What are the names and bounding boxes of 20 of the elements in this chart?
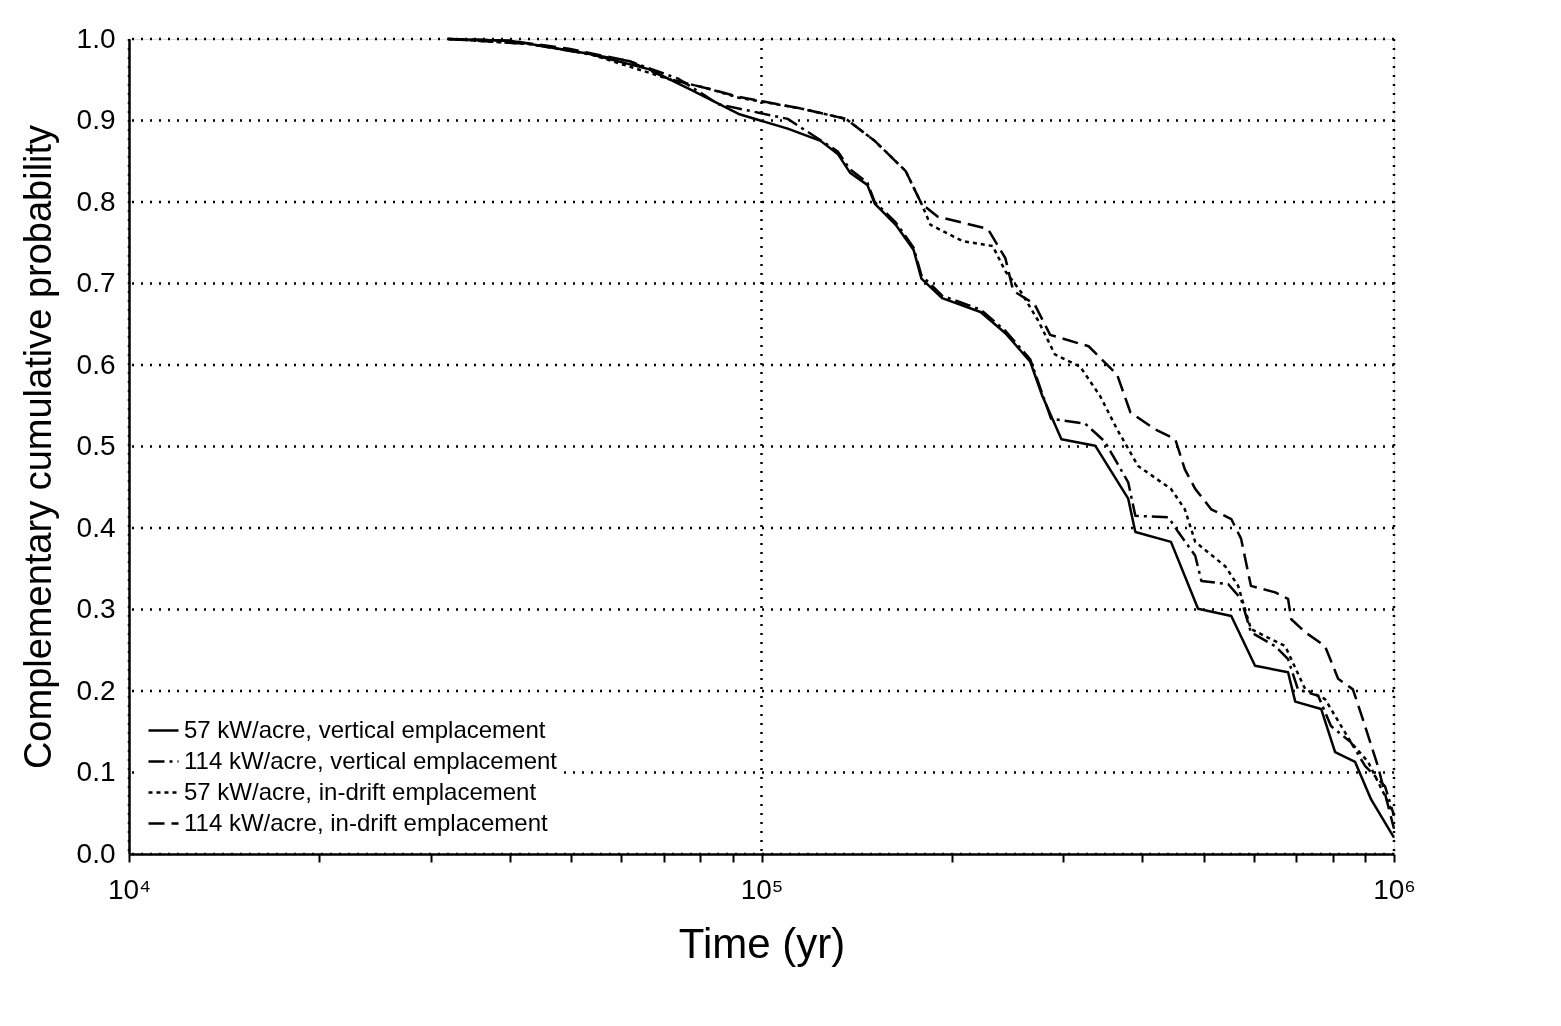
x-axis-title: Time (yr) bbox=[678, 919, 846, 967]
y-axis-title: Complementary cumulative probability bbox=[16, 124, 59, 770]
legend-label: 57 kW/acre, vertical emplacement bbox=[184, 715, 546, 743]
y-tick-label: 0.1 bbox=[76, 756, 116, 787]
x-tick-label: 10⁴ bbox=[107, 873, 152, 905]
y-tick-label: 0.0 bbox=[76, 837, 116, 869]
y-tick-label: 0.5 bbox=[76, 430, 116, 461]
legend-label: 114 kW/acre, in-drift emplacement bbox=[184, 808, 549, 836]
y-tick-label: 0.2 bbox=[76, 674, 116, 706]
legend-label: 114 kW/acre, vertical emplacement bbox=[184, 746, 558, 774]
y-tick-label: 0.7 bbox=[76, 267, 116, 298]
y-tick-label: 0.6 bbox=[76, 348, 116, 380]
y-tick-label: 0.8 bbox=[76, 185, 116, 217]
y-tick-label: 1.0 bbox=[76, 22, 116, 54]
x-tick-label: 10⁵ bbox=[740, 873, 784, 905]
legend-label: 57 kW/acre, in-drift emplacement bbox=[184, 777, 537, 805]
y-tick-label: 0.3 bbox=[76, 593, 116, 624]
x-tick-label: 10⁶ bbox=[1373, 873, 1416, 905]
y-tick-label: 0.4 bbox=[76, 511, 116, 543]
y-tick-label: 0.9 bbox=[76, 104, 116, 135]
